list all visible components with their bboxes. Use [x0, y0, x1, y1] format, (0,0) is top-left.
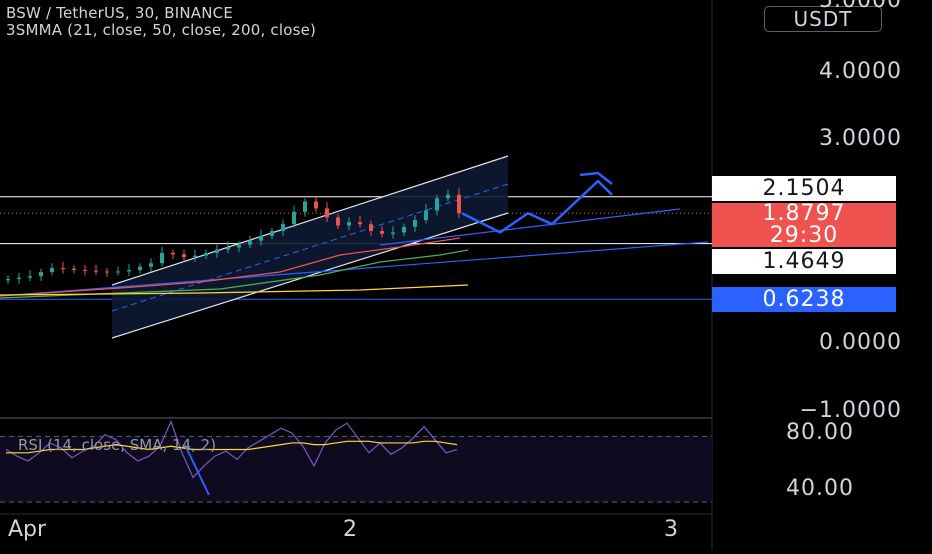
symbol-title[interactable]: BSW / TetherUS, 30, BINANCE	[6, 4, 234, 22]
candle-body	[314, 201, 318, 209]
candle-body	[28, 276, 32, 278]
smma-21-line	[0, 237, 461, 297]
candle-body	[424, 210, 428, 221]
candle-body	[72, 268, 76, 271]
price-tick-5: 5.0000	[819, 0, 902, 13]
time-label-apr: Apr	[8, 517, 47, 542]
rsi-tick-80: 80.00	[786, 420, 854, 445]
candle-body	[138, 266, 142, 271]
candle-body	[248, 240, 252, 245]
candle-body	[237, 244, 241, 248]
candle-body	[83, 270, 87, 272]
smma-200-line	[0, 284, 469, 296]
support-price-tag: 1.4649	[712, 249, 896, 274]
price-tick-minus-1: −1.0000	[799, 398, 902, 423]
candle-body	[127, 270, 131, 272]
candle-body	[61, 268, 65, 270]
smma-50-line	[0, 249, 469, 299]
projection-path	[461, 179, 613, 234]
indicator-legend[interactable]: 3SMMA (21, close, 50, close, 200, close)	[6, 21, 317, 39]
candle-body	[336, 217, 340, 226]
candle-body	[347, 222, 351, 226]
candle-body	[116, 271, 120, 273]
candle-body	[259, 235, 263, 241]
candle-body	[358, 222, 362, 225]
candle-body	[204, 252, 208, 256]
price-tick-0: 0.0000	[819, 330, 902, 355]
price-tick-4: 4.0000	[819, 59, 902, 84]
candle-body	[182, 254, 186, 258]
projection-arrowhead	[579, 171, 613, 185]
rsi-line	[5, 420, 458, 479]
candle-body	[413, 220, 417, 227]
price-tick-3: 3.0000	[819, 126, 902, 151]
rsi-band	[0, 436, 712, 502]
currency-selector[interactable]: USDT	[764, 6, 882, 32]
candle-body	[270, 231, 274, 236]
candle-body	[105, 271, 109, 273]
candle-body	[325, 208, 329, 218]
time-label-2: 2	[343, 517, 357, 542]
trendline-1	[379, 208, 681, 246]
candle-body	[149, 263, 153, 267]
rsi-signal-line	[6, 440, 458, 454]
candle-body	[39, 272, 43, 277]
candle-body	[446, 194, 450, 199]
candle-body	[369, 224, 373, 232]
candle-body	[380, 231, 384, 234]
candle-body	[435, 198, 439, 211]
candle-body	[402, 226, 406, 233]
candle-body	[17, 277, 21, 279]
channel-upper-line	[111, 155, 509, 286]
channel-lower-line	[111, 212, 509, 339]
candle-body	[292, 211, 296, 225]
candle-body	[171, 252, 175, 255]
bar-countdown: 29:30	[712, 225, 896, 247]
candle-body	[303, 201, 307, 212]
time-label-3: 3	[664, 517, 678, 542]
candle-body	[6, 278, 10, 281]
rsi-trendline	[184, 444, 210, 496]
candle-body	[391, 232, 395, 234]
candle-body	[160, 252, 164, 264]
candle-body	[94, 270, 98, 272]
candle-body	[457, 194, 461, 214]
channel-fill	[112, 156, 508, 338]
candle-body	[226, 247, 230, 250]
resistance-price-tag: 2.1504	[712, 176, 896, 201]
rsi-tick-40: 40.00	[786, 476, 854, 501]
rsi-legend[interactable]: RSI (14, close, SMA, 14, 2)	[18, 436, 217, 454]
candle-body	[50, 268, 54, 273]
low-level-price-tag: 0.6238	[712, 287, 896, 312]
last-price-tag: 1.8797	[712, 203, 896, 225]
candle-body	[281, 224, 285, 232]
trendline-2	[0, 241, 709, 297]
candle-body	[215, 249, 219, 253]
candle-body	[193, 255, 197, 258]
